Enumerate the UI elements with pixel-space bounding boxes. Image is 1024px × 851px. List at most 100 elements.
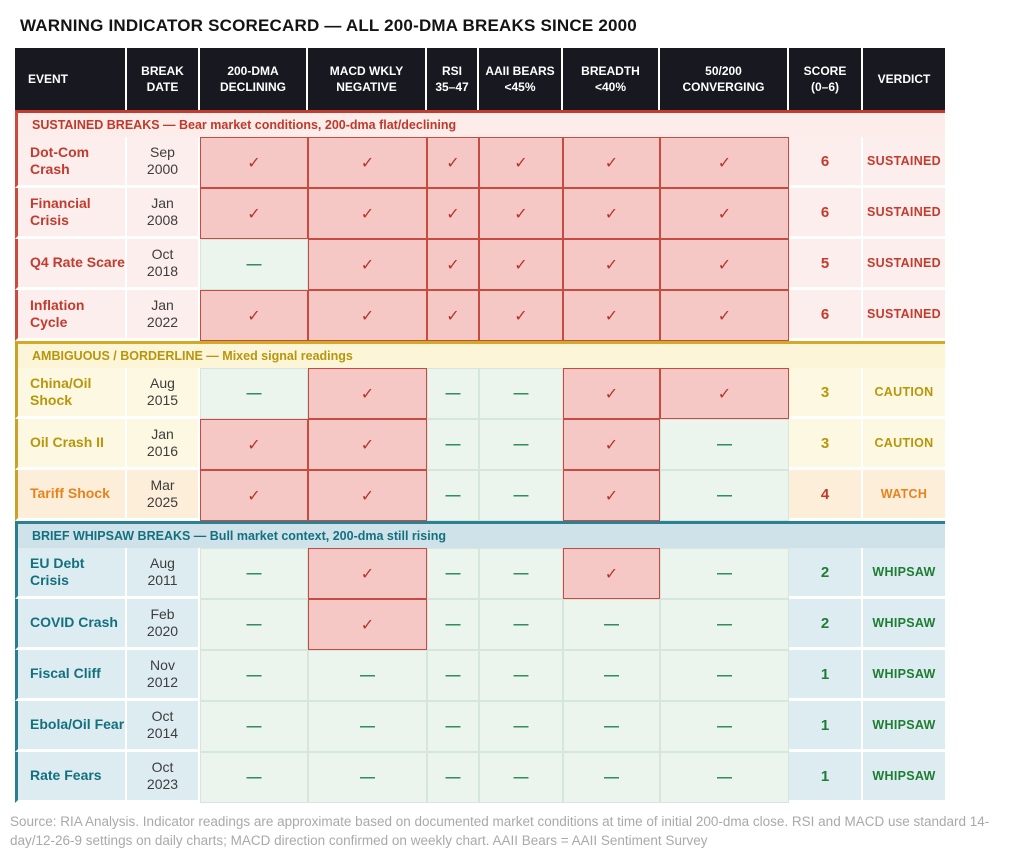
event-cell: Tariff Shock [15, 470, 127, 521]
table-row-fiscal-cliff: Fiscal Cliff Nov 2012 — — — — — — 1 WHIP… [15, 650, 945, 701]
indicator-cell-breadth: ✓ [563, 239, 660, 290]
column-header-break-date: BREAK DATE [127, 48, 200, 110]
verdict-cell: WHIPSAW [863, 599, 945, 650]
indicator-cell-converging: — [660, 752, 789, 803]
indicator-cell-aaii: — [479, 548, 563, 599]
column-header-breadth: BREADTH <40% [563, 48, 660, 110]
indicator-cell-aaii: — [479, 599, 563, 650]
score-cell: 2 [789, 599, 863, 650]
indicator-cell-breadth: — [563, 650, 660, 701]
break-date-cell: Mar 2025 [127, 470, 200, 521]
table-row-china-oil-shock: China/Oil Shock Aug 2015 — ✓ — — ✓ ✓ 3 C… [15, 368, 945, 419]
verdict-cell: SUSTAINED [863, 137, 945, 188]
indicator-cell-breadth: ✓ [563, 548, 660, 599]
indicator-cell-converging: ✓ [660, 188, 789, 239]
event-cell: Dot-Com Crash [15, 137, 127, 188]
scorecard-table: EVENT BREAK DATE 200-DMA DECLINING MACD … [15, 48, 945, 803]
event-cell: Rate Fears [15, 752, 127, 803]
indicator-cell-macd: — [308, 701, 427, 752]
indicator-cell-200dma: ✓ [200, 137, 308, 188]
indicator-cell-rsi: — [427, 752, 479, 803]
indicator-cell-converging: ✓ [660, 368, 789, 419]
verdict-cell: WHIPSAW [863, 701, 945, 752]
section-header-label: SUSTAINED BREAKS — Bear market condition… [15, 110, 945, 137]
indicator-cell-200dma: — [200, 752, 308, 803]
indicator-cell-rsi: — [427, 548, 479, 599]
section-header-label: AMBIGUOUS / BORDERLINE — Mixed signal re… [15, 341, 945, 368]
verdict-cell: CAUTION [863, 419, 945, 470]
indicator-cell-macd: ✓ [308, 599, 427, 650]
column-header-converging: 50/200 CONVERGING [660, 48, 789, 110]
indicator-cell-macd: — [308, 752, 427, 803]
break-date-cell: Aug 2015 [127, 368, 200, 419]
source-note: Source: RIA Analysis. Indicator readings… [10, 814, 990, 848]
break-date-cell: Jan 2022 [127, 290, 200, 341]
indicator-cell-converging: — [660, 470, 789, 521]
indicator-cell-macd: ✓ [308, 137, 427, 188]
verdict-cell: WHIPSAW [863, 548, 945, 599]
break-date-cell: Jan 2008 [127, 188, 200, 239]
table-row-tariff-shock: Tariff Shock Mar 2025 ✓ ✓ — — ✓ — 4 WATC… [15, 470, 945, 521]
break-date-cell: Jan 2016 [127, 419, 200, 470]
indicator-cell-converging: — [660, 599, 789, 650]
indicator-cell-breadth: ✓ [563, 419, 660, 470]
event-cell: EU Debt Crisis [15, 548, 127, 599]
indicator-cell-200dma: — [200, 599, 308, 650]
column-header-score: SCORE (0–6) [789, 48, 863, 110]
break-date-cell: Feb 2020 [127, 599, 200, 650]
indicator-cell-converging: — [660, 419, 789, 470]
section-whipsaw: BRIEF WHIPSAW BREAKS — Bull market conte… [15, 521, 945, 803]
indicator-cell-200dma: — [200, 650, 308, 701]
verdict-cell: WHIPSAW [863, 650, 945, 701]
indicator-cell-converging: ✓ [660, 239, 789, 290]
indicator-cell-rsi: — [427, 599, 479, 650]
indicator-cell-aaii: ✓ [479, 137, 563, 188]
table-row-covid-crash: COVID Crash Feb 2020 — ✓ — — — — 2 WHIPS… [15, 599, 945, 650]
event-cell: Oil Crash II [15, 419, 127, 470]
table-header: EVENT BREAK DATE 200-DMA DECLINING MACD … [15, 48, 945, 110]
table-row-ebola-oil-fear: Ebola/Oil Fear Oct 2014 — — — — — — 1 WH… [15, 701, 945, 752]
section-sustained: SUSTAINED BREAKS — Bear market condition… [15, 110, 945, 341]
indicator-cell-200dma: — [200, 701, 308, 752]
column-header-200dma: 200-DMA DECLINING [200, 48, 308, 110]
table-row-inflation-cycle: Inflation Cycle Jan 2022 ✓ ✓ ✓ ✓ ✓ ✓ 6 S… [15, 290, 945, 341]
table-row-eu-debt-crisis: EU Debt Crisis Aug 2011 — ✓ — — ✓ — 2 WH… [15, 548, 945, 599]
table-row-financial-crisis: Financial Crisis Jan 2008 ✓ ✓ ✓ ✓ ✓ ✓ 6 … [15, 188, 945, 239]
table-row-q4-rate-scare: Q4 Rate Scare Oct 2018 — ✓ ✓ ✓ ✓ ✓ 5 SUS… [15, 239, 945, 290]
indicator-cell-200dma: ✓ [200, 470, 308, 521]
indicator-cell-rsi: — [427, 368, 479, 419]
indicator-cell-macd: ✓ [308, 188, 427, 239]
indicator-cell-macd: ✓ [308, 419, 427, 470]
column-header-event: EVENT [15, 48, 127, 110]
column-header-macd: MACD WKLY NEGATIVE [308, 48, 427, 110]
score-cell: 1 [789, 650, 863, 701]
indicator-cell-macd: ✓ [308, 548, 427, 599]
indicator-cell-rsi: ✓ [427, 290, 479, 341]
indicator-cell-200dma: ✓ [200, 290, 308, 341]
indicator-cell-rsi: ✓ [427, 137, 479, 188]
indicator-cell-rsi: — [427, 701, 479, 752]
indicator-cell-aaii: ✓ [479, 188, 563, 239]
indicator-cell-200dma: — [200, 368, 308, 419]
score-cell: 1 [789, 701, 863, 752]
event-cell: Financial Crisis [15, 188, 127, 239]
table-row-rate-fears: Rate Fears Oct 2023 — — — — — — 1 WHIPSA… [15, 752, 945, 803]
section-header-label: BRIEF WHIPSAW BREAKS — Bull market conte… [15, 521, 945, 548]
break-date-cell: Sep 2000 [127, 137, 200, 188]
section-header-whipsaw: BRIEF WHIPSAW BREAKS — Bull market conte… [15, 521, 945, 548]
score-cell: 5 [789, 239, 863, 290]
event-cell: COVID Crash [15, 599, 127, 650]
column-header-rsi: RSI 35–47 [427, 48, 479, 110]
indicator-cell-aaii: ✓ [479, 239, 563, 290]
indicator-cell-converging: — [660, 650, 789, 701]
indicator-cell-converging: ✓ [660, 137, 789, 188]
indicator-cell-aaii: — [479, 419, 563, 470]
indicator-cell-aaii: — [479, 368, 563, 419]
event-cell: Q4 Rate Scare [15, 239, 127, 290]
indicator-cell-rsi: — [427, 470, 479, 521]
score-cell: 3 [789, 368, 863, 419]
verdict-cell: WATCH [863, 470, 945, 521]
event-cell: Fiscal Cliff [15, 650, 127, 701]
indicator-cell-macd: ✓ [308, 368, 427, 419]
